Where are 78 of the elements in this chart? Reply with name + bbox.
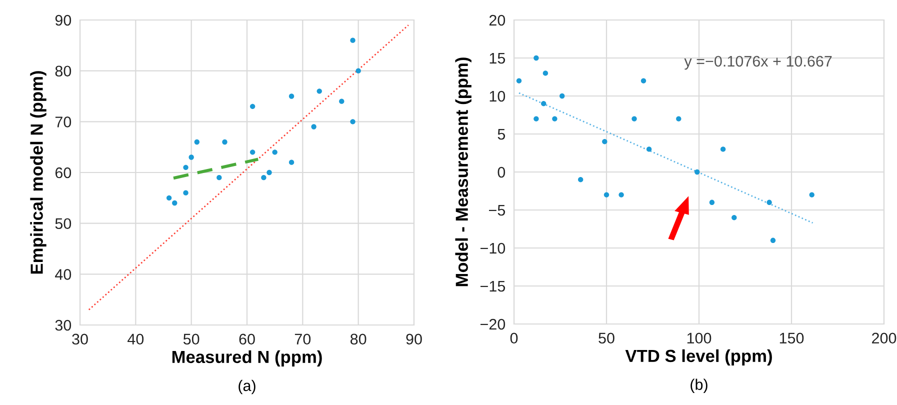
x-axis-title: VTD S level (ppm): [625, 349, 772, 366]
y-tick-label: 5: [498, 129, 506, 140]
y-tick-label: −5: [489, 205, 506, 216]
point: [166, 195, 172, 201]
point: [288, 160, 294, 165]
x-tick-label: 90: [406, 334, 422, 345]
point: [261, 174, 266, 180]
y-tick-label: −10: [480, 242, 506, 254]
y-tick-label: 15: [490, 53, 506, 64]
point: [534, 116, 539, 122]
point: [604, 192, 610, 198]
point: [266, 170, 272, 176]
y-tick-label: 60: [55, 167, 72, 178]
point: [272, 150, 278, 155]
y-tick-label: 40: [55, 269, 72, 280]
point: [809, 192, 814, 198]
x-tick-label: 30: [72, 334, 88, 345]
point: [618, 192, 624, 198]
y-tick-label: 30: [55, 320, 72, 331]
x-tick-label: 80: [350, 334, 366, 345]
point: [578, 177, 584, 182]
annotation: y =−0.1076x + 10.667: [684, 56, 832, 70]
point: [316, 88, 322, 94]
point: [350, 119, 356, 124]
x-tick-label: 0: [510, 332, 518, 344]
point: [356, 68, 361, 74]
x-tick-label: 200: [872, 332, 896, 344]
y-tick-label: 90: [55, 14, 72, 26]
x-tick-label: 50: [183, 334, 200, 345]
y-tick-label: 10: [490, 90, 506, 102]
point: [250, 150, 256, 155]
x-axis-title: Measured N (ppm): [172, 350, 322, 367]
y-tick-label: 50: [55, 218, 72, 230]
x-tick-label: 60: [239, 334, 255, 345]
point: [766, 200, 772, 205]
point: [350, 38, 356, 43]
point: [183, 190, 188, 196]
x-tick-label: 50: [598, 332, 614, 344]
point: [640, 78, 646, 84]
point: [288, 94, 294, 99]
point: [172, 200, 178, 206]
text: (a): [238, 380, 256, 394]
x-tick-label: 100: [687, 332, 712, 344]
point: [541, 101, 546, 106]
point: [560, 93, 565, 99]
point: [516, 78, 522, 84]
point: [534, 55, 539, 61]
point: [602, 139, 608, 144]
point: [222, 139, 228, 145]
y-tick-label: −15: [480, 281, 506, 292]
point: [694, 169, 700, 175]
point: [216, 174, 222, 180]
point: [183, 164, 188, 170]
point: [709, 200, 715, 205]
x-tick-label: 150: [780, 332, 804, 344]
point: [632, 116, 637, 122]
y-axis-title: Model - Measurement (ppm): [455, 58, 472, 286]
y-tick-label: 70: [55, 116, 72, 128]
point: [250, 104, 256, 110]
point: [646, 146, 652, 152]
point: [770, 238, 776, 243]
point: [732, 215, 737, 220]
y-axis-title: Empirical model N (ppm): [30, 71, 46, 274]
point: [552, 116, 558, 122]
point: [542, 70, 548, 76]
point: [194, 139, 200, 145]
y-tick-label: 0: [498, 166, 506, 178]
point: [311, 124, 316, 130]
y-tick-label: −20: [480, 318, 506, 330]
x-tick-label: 70: [294, 334, 311, 345]
x-tick-label: 40: [128, 334, 144, 345]
point: [339, 98, 344, 104]
y-tick-label: 20: [489, 14, 506, 26]
point: [676, 116, 682, 122]
point: [720, 146, 726, 152]
y-tick-label: 80: [55, 66, 72, 77]
text: (b): [690, 378, 708, 393]
point: [188, 154, 194, 160]
